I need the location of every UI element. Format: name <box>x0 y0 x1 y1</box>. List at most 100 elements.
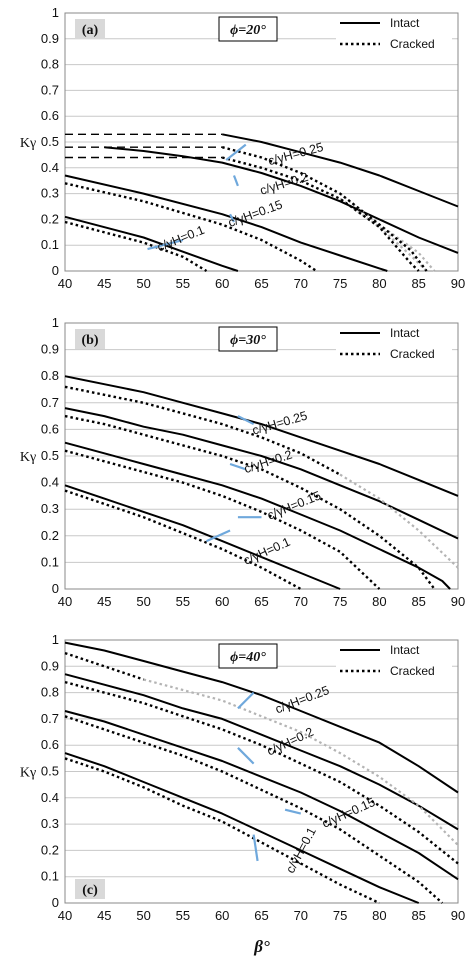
series-line-intact <box>64 407 459 540</box>
x-tick-label: 65 <box>254 908 268 923</box>
y-tick-label: 0.4 <box>41 790 59 805</box>
x-tick-label: 55 <box>176 908 190 923</box>
y-tick-label: 0.4 <box>41 475 59 490</box>
x-tick-label: 85 <box>411 594 425 609</box>
y-tick-label: 0.7 <box>41 395 59 410</box>
y-tick-label: 0.9 <box>41 658 59 673</box>
phi-box <box>218 326 278 352</box>
curve-label: c/γH=0.1 <box>155 223 206 255</box>
series-line-cracked-gray <box>339 473 459 569</box>
x-tick-label: 60 <box>215 908 229 923</box>
y-tick-label: 0.5 <box>41 448 59 463</box>
curve-label: c/γH=0.25 <box>267 140 325 168</box>
x-tick-label: 80 <box>372 276 386 291</box>
legend-box <box>336 642 452 682</box>
legend-label-cracked: Cracked <box>390 37 435 51</box>
y-tick-label: 0.6 <box>41 737 59 752</box>
pointer-arrow <box>229 213 235 223</box>
series-line-intact <box>64 375 459 497</box>
y-tick-label: 0 <box>52 581 59 596</box>
series-line-cracked <box>221 156 420 272</box>
x-tick-label: 85 <box>411 908 425 923</box>
y-tick-label: 0.9 <box>41 31 59 46</box>
pointer-arrow <box>232 175 239 187</box>
series-line-intact <box>64 641 459 794</box>
y-tick-label: 0.1 <box>41 869 59 884</box>
x-tick-label: 60 <box>215 276 229 291</box>
series-line-intact <box>64 215 239 272</box>
y-tick-label: 1 <box>52 315 59 330</box>
x-tick-label: 80 <box>372 594 386 609</box>
series-line-cracked <box>64 680 459 865</box>
y-tick-label: 0.7 <box>41 82 59 97</box>
phi-label: ϕ=40° <box>230 650 266 665</box>
x-tick-label: 65 <box>254 276 268 291</box>
x-tick-label: 40 <box>58 594 72 609</box>
x-tick-label: 55 <box>176 594 190 609</box>
x-tick-label: 50 <box>136 276 150 291</box>
y-tick-label: 0.3 <box>41 816 59 831</box>
legend-label-intact: Intact <box>390 643 420 657</box>
pointer-arrow <box>237 691 255 710</box>
series-line-intact <box>64 174 388 272</box>
plot-area <box>64 639 459 904</box>
series-line-intact <box>222 133 459 208</box>
legend-label-intact: Intact <box>390 326 420 340</box>
series-line-cracked <box>64 489 302 591</box>
series-line-cracked <box>221 146 428 272</box>
legend-label-cracked: Cracked <box>390 664 435 678</box>
y-tick-label: 0.1 <box>41 237 59 252</box>
plot-area <box>64 322 459 590</box>
x-tick-label: 40 <box>58 908 72 923</box>
series-line-cracked <box>64 220 208 273</box>
y-tick-label: 0 <box>52 895 59 910</box>
y-axis-label: Kγ <box>20 766 36 781</box>
y-tick-label: 0.6 <box>41 108 59 123</box>
panel-label-box <box>75 329 105 349</box>
x-tick-label: 65 <box>254 594 268 609</box>
series-line-cracked <box>64 414 436 590</box>
y-tick-label: 0.8 <box>41 685 59 700</box>
x-tick-label: 90 <box>451 276 465 291</box>
x-tick-label: 45 <box>97 276 111 291</box>
panel-label: (b) <box>81 333 98 348</box>
y-axis-label: Kγ <box>20 450 36 465</box>
series-line-cracked <box>64 757 380 905</box>
pointer-arrow <box>225 143 247 161</box>
legend-box <box>336 325 452 365</box>
x-tick-label: 90 <box>451 908 465 923</box>
x-tick-label: 75 <box>333 276 347 291</box>
y-tick-label: 0.5 <box>41 764 59 779</box>
panel-label: (c) <box>82 883 98 898</box>
series-line-cracked <box>64 385 341 476</box>
phi-label: ϕ=30° <box>230 333 266 348</box>
series-line-intact <box>104 146 459 254</box>
pointer-arrow <box>229 462 247 471</box>
curve-label: c/γH=0.15 <box>265 488 323 522</box>
y-tick-label: 0.6 <box>41 421 59 436</box>
pointer-arrow <box>252 834 259 862</box>
panel-label-box <box>75 19 105 39</box>
phi-box <box>218 643 278 669</box>
series-line-cracked-gray <box>143 678 459 846</box>
series-line-intact <box>64 752 420 904</box>
plot-area <box>64 12 459 272</box>
panel-label: (a) <box>82 23 99 38</box>
y-tick-label: 0.2 <box>41 528 59 543</box>
x-tick-label: 45 <box>97 594 111 609</box>
y-tick-label: 0.2 <box>41 211 59 226</box>
x-tick-label: 45 <box>97 908 111 923</box>
pointer-arrow <box>284 808 302 815</box>
panel-a: 0 0.1 0.2 0.3 0.4 0.5 0.6 0.7 0.8 0.9 1 40 45 50 55 60 6… <box>20 5 465 291</box>
x-axis-label: β° <box>253 937 270 956</box>
x-tick-label: 80 <box>372 908 386 923</box>
y-tick-label: 1 <box>52 5 59 20</box>
legend-label-intact: Intact <box>390 16 420 30</box>
x-tick-label: 75 <box>333 908 347 923</box>
x-tick-label: 85 <box>411 276 425 291</box>
curve-label: c/γH=0.25 <box>251 409 309 438</box>
y-tick-label: 0.2 <box>41 842 59 857</box>
pointer-arrow <box>237 747 255 765</box>
phi-box <box>218 16 278 42</box>
panel-b: 0 0.1 0.2 0.3 0.4 0.5 0.6 0.7 0.8 0.9 1 40 45 50 55 60 6… <box>20 315 465 609</box>
